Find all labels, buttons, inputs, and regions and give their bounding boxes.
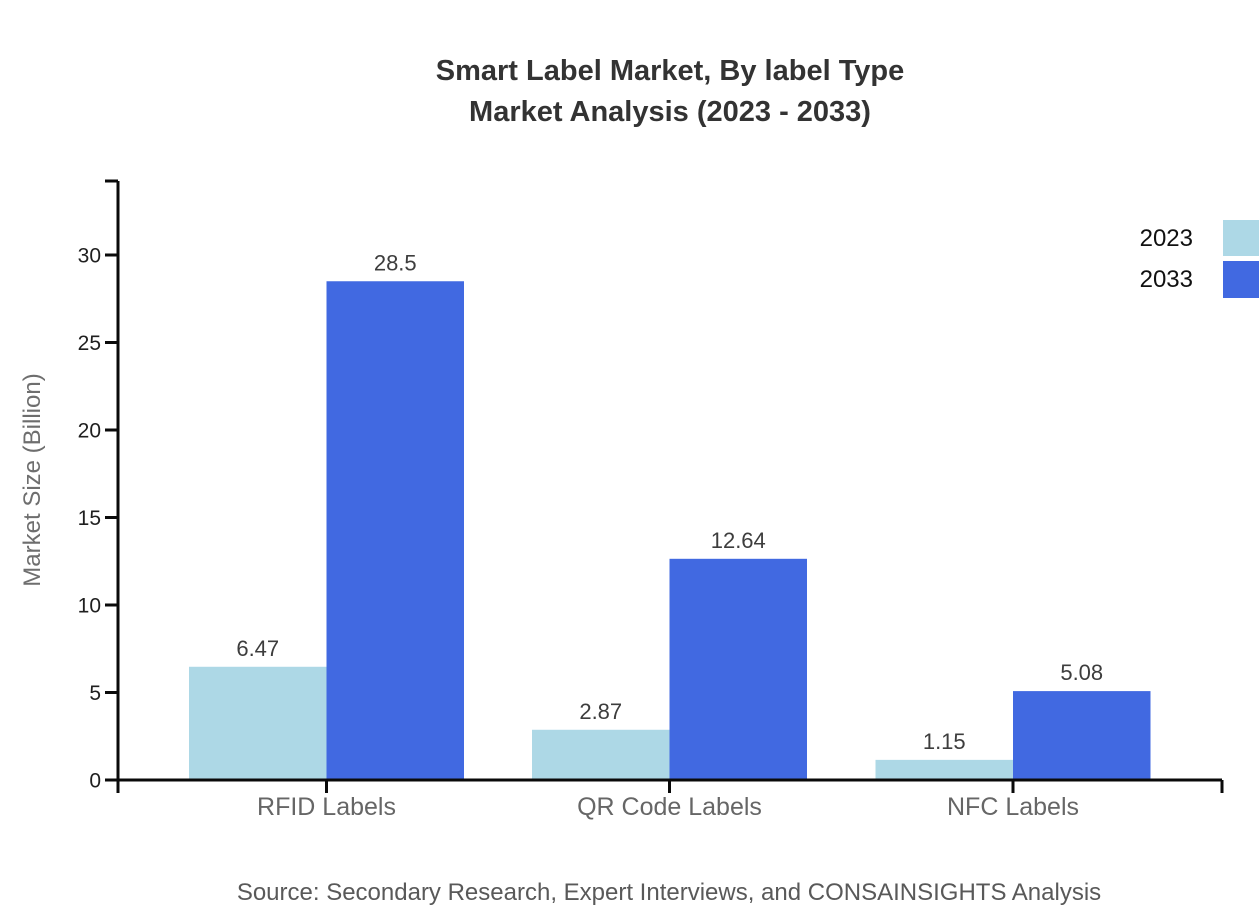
y-tick-label-0: 0 — [89, 770, 101, 793]
y-tick-label-30: 30 — [78, 245, 101, 268]
y-axis-title: Market Size (Billion) — [19, 373, 46, 586]
bar-2033-rfid-labels — [326, 281, 464, 780]
legend-swatch-2023 — [1223, 220, 1259, 256]
legend-label-2023: 2023 — [1140, 225, 1193, 252]
value-label-2033-nfc-labels: 5.08 — [1060, 660, 1103, 685]
chart-title-line2: Market Analysis (2023 - 2033) — [469, 96, 871, 128]
bar-2023-qr-code-labels — [532, 729, 670, 780]
value-label-2033-qr-code-labels: 12.64 — [711, 528, 766, 553]
value-label-2033-rfid-labels: 28.5 — [374, 250, 417, 275]
y-tick-label-25: 25 — [78, 332, 101, 355]
value-label-2023-qr-code-labels: 2.87 — [579, 699, 622, 724]
category-label-nfc-labels: NFC Labels — [947, 793, 1079, 821]
bar-2023-nfc-labels — [875, 759, 1013, 780]
legend-label-2033: 2033 — [1140, 266, 1193, 293]
category-label-qr-code-labels: QR Code Labels — [577, 793, 762, 821]
source-note: Source: Secondary Research, Expert Inter… — [237, 879, 1101, 906]
plot-area: 6.47 2.87 1.15 28.5 12.64 5.08 0 5 10 15 20 25 30 RFI… — [78, 179, 1224, 821]
bar-2023-rfid-labels — [189, 666, 327, 780]
bar-2033-nfc-labels — [1013, 691, 1151, 780]
value-label-2023-nfc-labels: 1.15 — [923, 729, 966, 754]
legend-swatch-2033 — [1223, 261, 1259, 298]
value-label-2023-rfid-labels: 6.47 — [236, 636, 279, 661]
y-tick-label-20: 20 — [78, 420, 101, 443]
y-tick-label-15: 15 — [78, 507, 101, 530]
y-tick-label-10: 10 — [78, 595, 101, 618]
y-tick-label-5: 5 — [89, 682, 101, 705]
category-label-rfid-labels: RFID Labels — [257, 793, 396, 821]
bar-2033-qr-code-labels — [669, 558, 807, 780]
legend: 2023 2033 — [1140, 220, 1259, 298]
chart-title-line1: Smart Label Market, By label Type — [436, 55, 904, 87]
